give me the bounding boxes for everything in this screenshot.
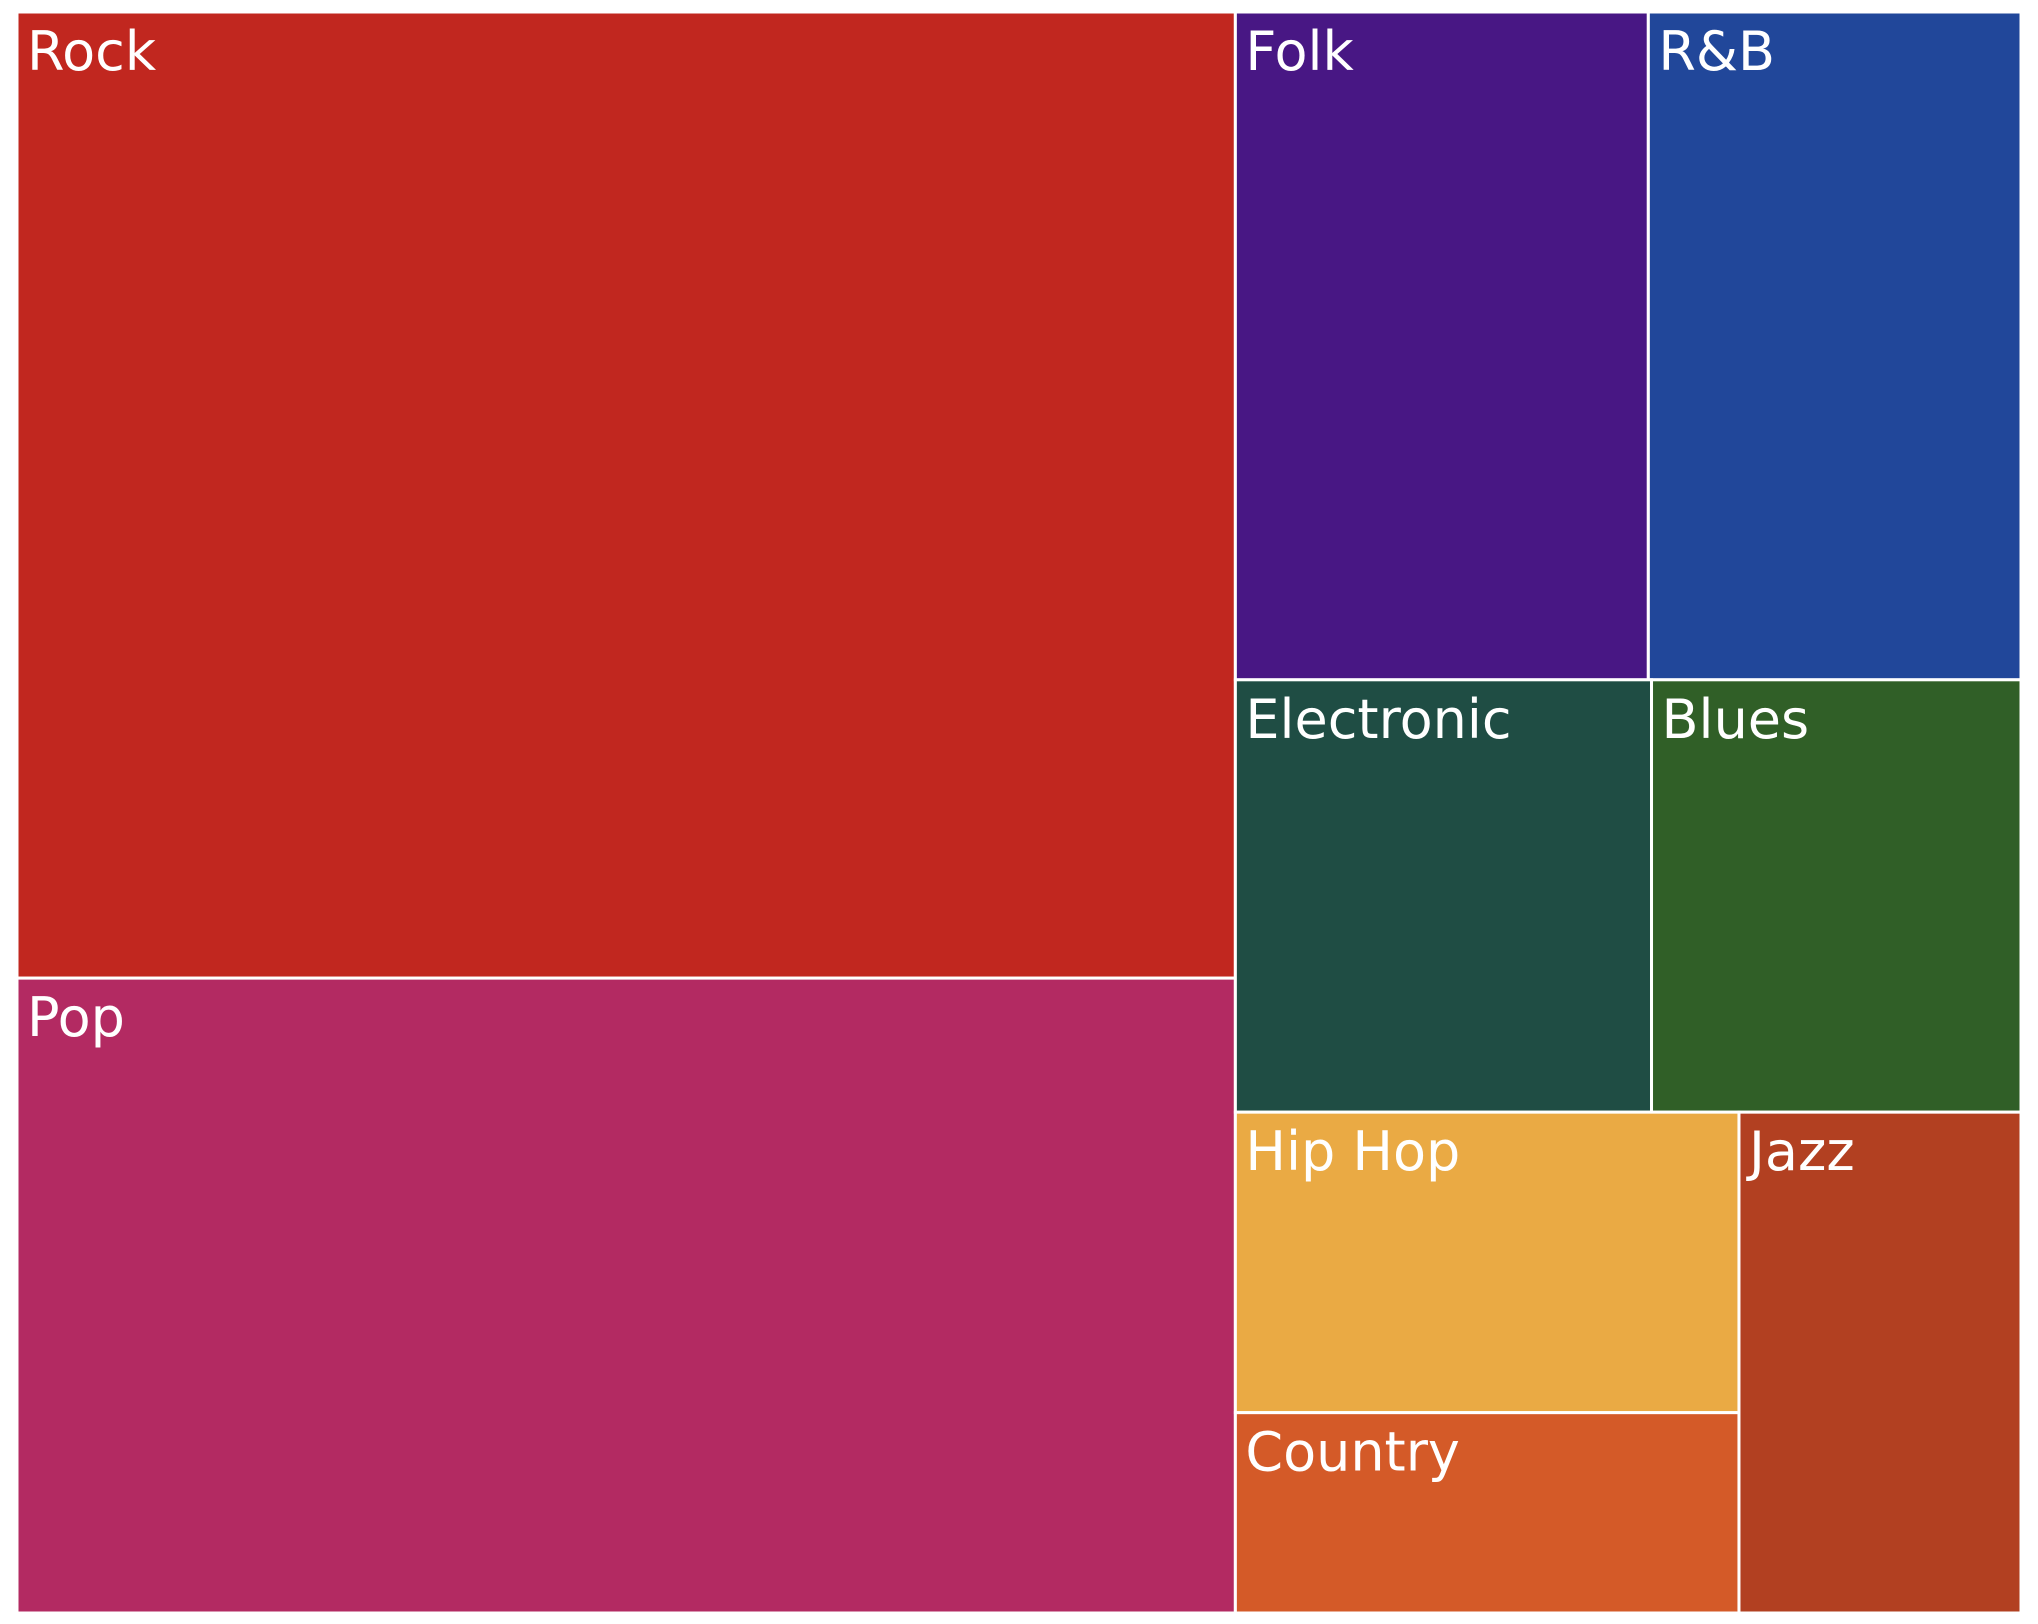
- tile-hip-hop[interactable]: Hip Hop: [1233, 1110, 1741, 1415]
- tile-label-jazz: Jazz: [1746, 1120, 1855, 1183]
- tile-rect-rock[interactable]: [15, 10, 1237, 980]
- tile-rect-electronic[interactable]: [1233, 678, 1654, 1114]
- tile-rect-jazz[interactable]: [1737, 1110, 2023, 1615]
- tile-rect-folk[interactable]: [1233, 10, 1650, 682]
- tile-label-pop: Pop: [27, 986, 125, 1049]
- tile-randb[interactable]: R&B: [1646, 10, 2023, 682]
- tile-rect-randb[interactable]: [1646, 10, 2023, 682]
- tile-country[interactable]: Country: [1233, 1411, 1741, 1615]
- tile-label-blues: Blues: [1662, 688, 1810, 751]
- tile-electronic[interactable]: Electronic: [1233, 678, 1654, 1114]
- tile-label-folk: Folk: [1245, 20, 1354, 83]
- tile-folk[interactable]: Folk: [1233, 10, 1650, 682]
- tile-label-hip-hop: Hip Hop: [1245, 1120, 1460, 1183]
- tile-label-electronic: Electronic: [1245, 688, 1511, 751]
- tile-blues[interactable]: Blues: [1650, 678, 2023, 1114]
- tile-rect-country[interactable]: [1233, 1411, 1741, 1615]
- tile-rock[interactable]: Rock: [15, 10, 1237, 980]
- tile-label-rock: Rock: [27, 20, 157, 83]
- tile-label-randb: R&B: [1658, 20, 1775, 83]
- tile-pop[interactable]: Pop: [15, 976, 1237, 1615]
- tile-rect-blues[interactable]: [1650, 678, 2023, 1114]
- tile-rect-hip-hop[interactable]: [1233, 1110, 1741, 1415]
- tile-label-country: Country: [1245, 1421, 1460, 1484]
- tile-jazz[interactable]: Jazz: [1737, 1110, 2023, 1615]
- tile-rect-pop[interactable]: [15, 976, 1237, 1615]
